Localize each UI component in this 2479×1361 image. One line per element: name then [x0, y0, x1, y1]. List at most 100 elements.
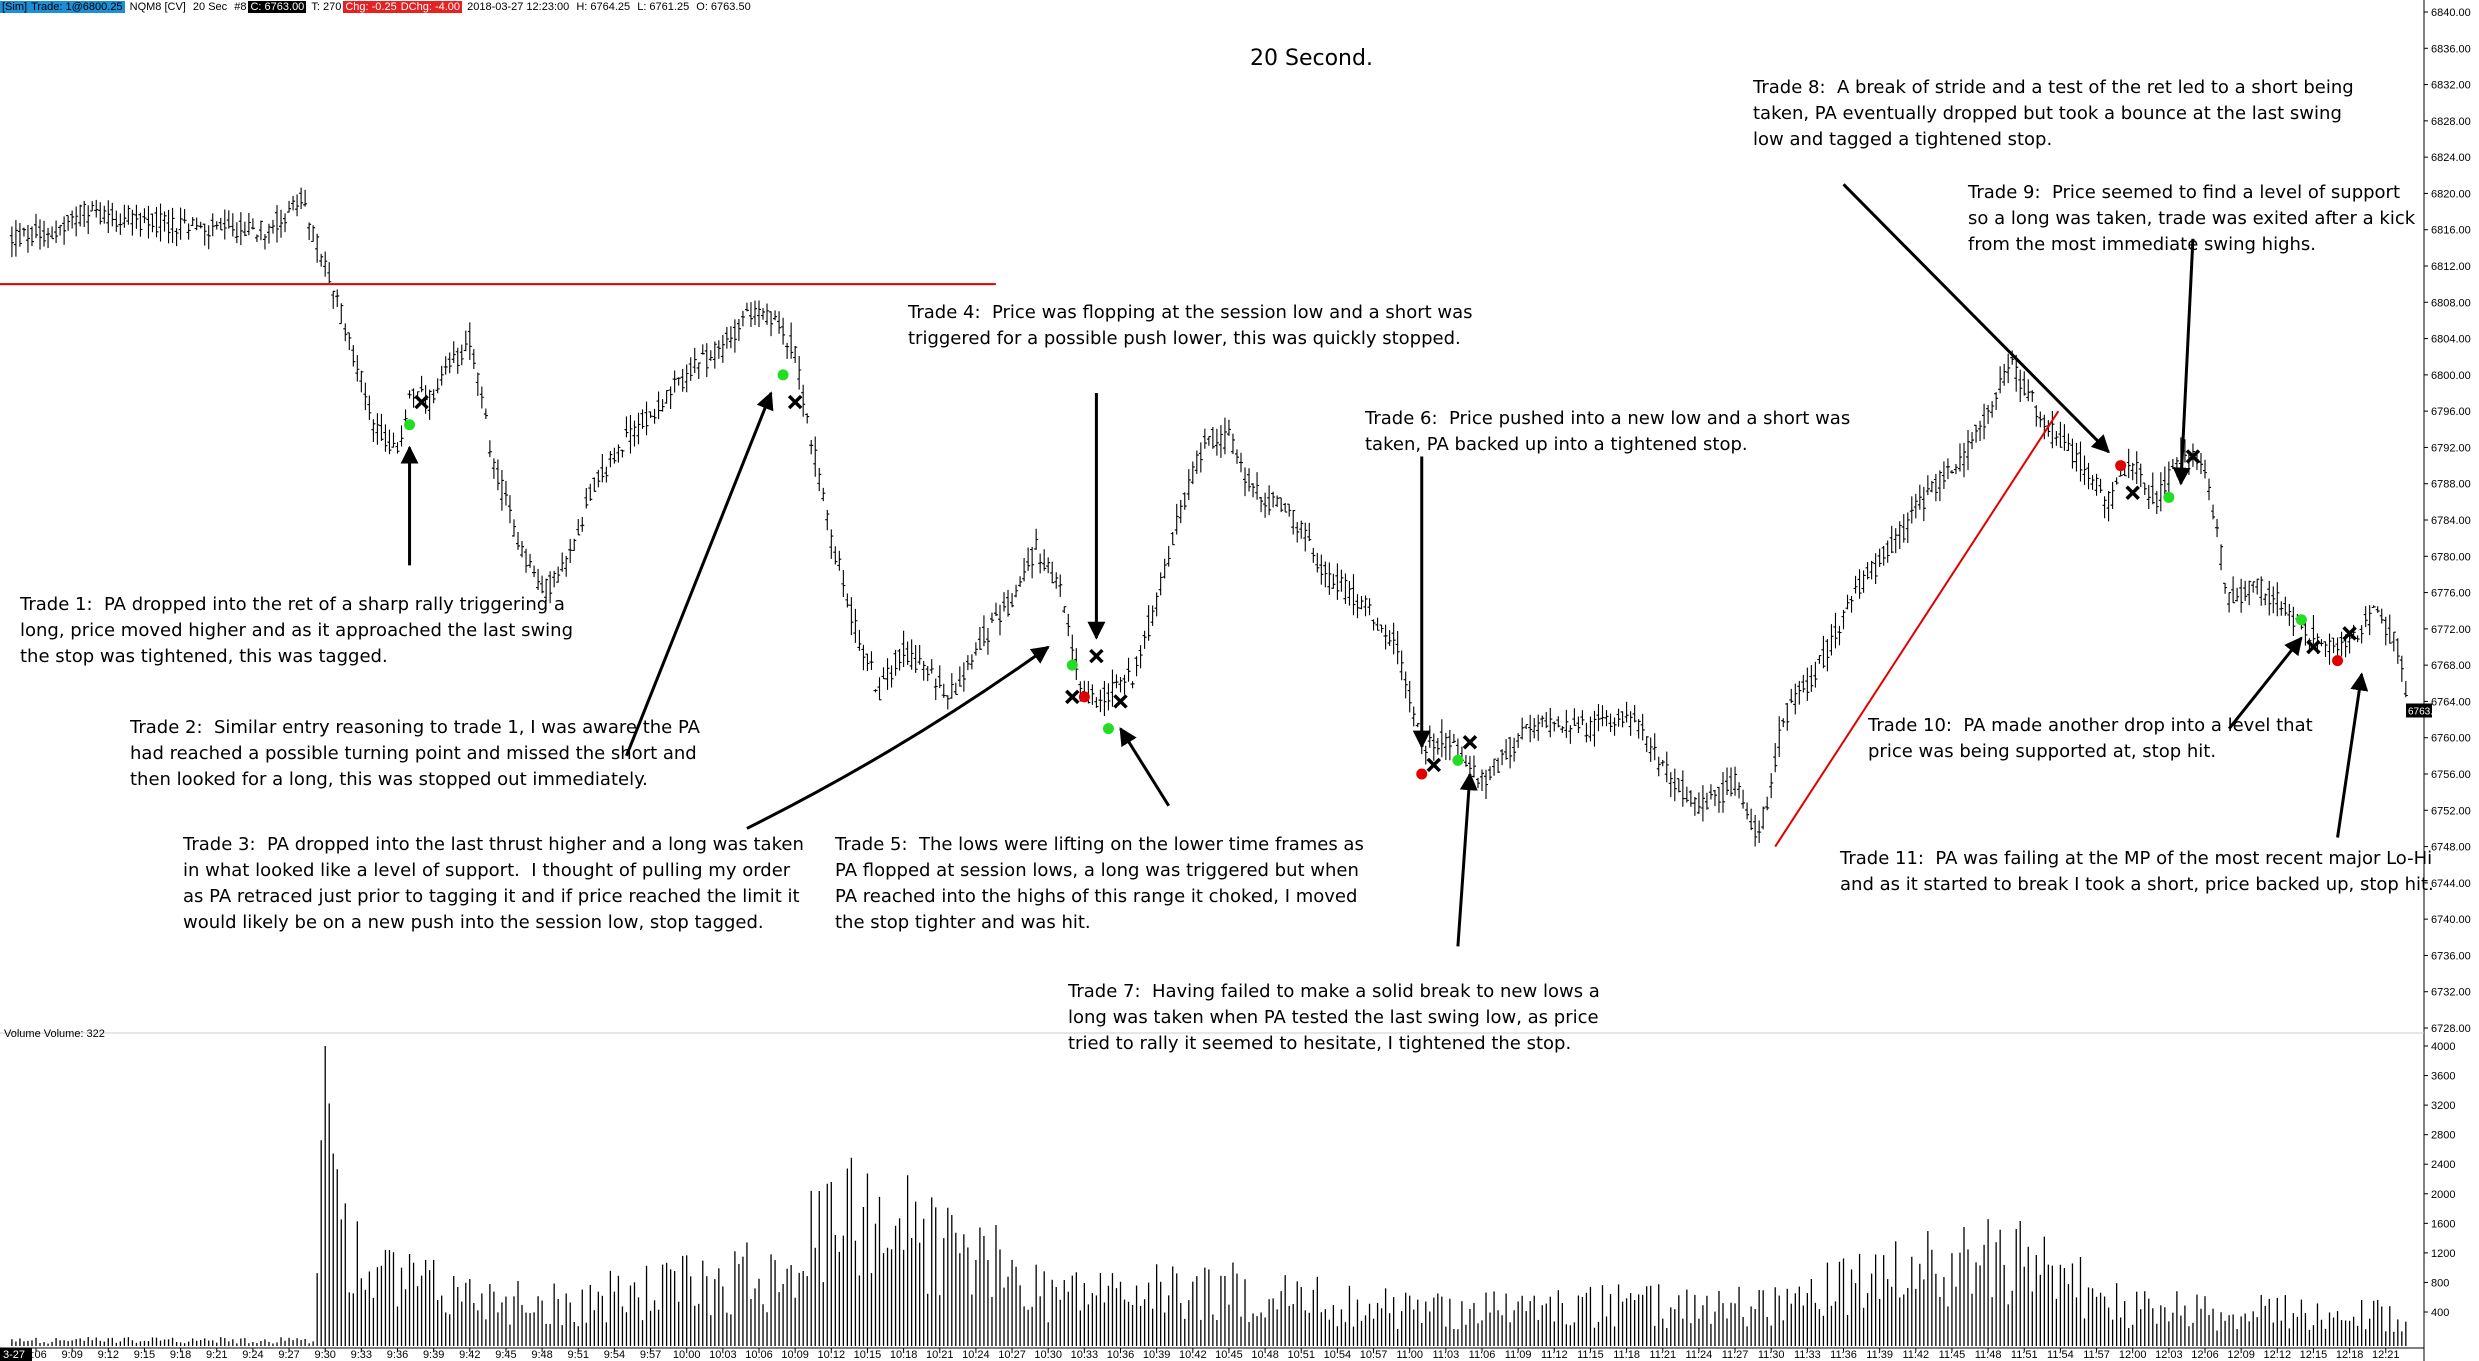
price-bar	[1488, 766, 1493, 781]
price-bar	[797, 356, 802, 390]
price-bar	[1010, 592, 1015, 608]
price-bar	[1295, 522, 1300, 543]
price-bar	[1496, 757, 1501, 774]
price-bar	[1745, 802, 1750, 820]
price-bar	[949, 673, 954, 699]
price-bar	[74, 206, 79, 237]
price-bar	[2355, 635, 2360, 643]
price-bar	[54, 220, 59, 244]
price-bar	[1058, 574, 1063, 597]
price-bar	[1110, 669, 1115, 707]
price-bar	[2203, 459, 2207, 479]
price-bar	[572, 538, 577, 552]
price-bar	[1604, 710, 1609, 727]
price-bar	[2074, 442, 2079, 472]
price-bar	[2102, 496, 2107, 519]
short-entry-marker	[2115, 460, 2127, 472]
price-bar	[945, 695, 950, 710]
price-bar	[174, 228, 179, 247]
time-tick-label: 9:54	[604, 1349, 625, 1361]
price-bar	[2251, 581, 2256, 593]
price-bar	[2038, 411, 2043, 428]
time-tick-label: 9:12	[98, 1349, 119, 1361]
price-bar	[813, 436, 818, 477]
price-bar	[2263, 593, 2268, 606]
annotation-trade-10: Trade 10: PA made another drop into a le…	[1868, 715, 2313, 762]
price-bar	[652, 408, 657, 424]
price-bar	[1704, 792, 1709, 810]
price-bar	[1933, 473, 1938, 502]
price-bar	[1062, 606, 1067, 613]
time-tick-label: 12:00	[2119, 1349, 2147, 1361]
open-label: O: 6763.50	[696, 1, 751, 13]
time-tick-label: 9:30	[314, 1349, 335, 1361]
price-bar	[1407, 680, 1412, 713]
price-bar	[732, 319, 737, 353]
price-bar	[1564, 709, 1569, 738]
price-bar	[2058, 421, 2063, 448]
price-bar	[1492, 758, 1497, 776]
price-tick-label: 6792.00	[2431, 442, 2471, 454]
price-bar	[1572, 708, 1577, 726]
price-bar	[2146, 484, 2151, 509]
price-bar	[1925, 475, 1930, 496]
price-bar	[1166, 545, 1171, 567]
time-tick-label: 9:36	[387, 1349, 408, 1361]
price-bar	[2403, 680, 2408, 698]
time-tick-label: 9:45	[495, 1349, 516, 1361]
price-bar	[2106, 490, 2111, 522]
price-tick-label: 6740.00	[2431, 914, 2471, 926]
price-bar	[1158, 572, 1163, 596]
price-bar	[773, 310, 778, 321]
price-bar	[672, 370, 677, 393]
price-bar	[158, 203, 163, 242]
price-bar	[2287, 603, 2292, 626]
price-bar	[1829, 624, 1834, 656]
chg-label: Chg: -0.25	[343, 1, 399, 13]
price-bar	[2243, 580, 2248, 602]
price-bar	[1038, 553, 1043, 574]
time-tick-label: 11:57	[2083, 1349, 2110, 1361]
price-bar	[985, 628, 990, 655]
price-bar	[740, 310, 745, 327]
price-bar	[2174, 457, 2179, 477]
annotation-trade-1: Trade 1: PA dropped into the ret of a sh…	[20, 594, 574, 667]
time-tick-label: 12:12	[2264, 1349, 2292, 1361]
period-label: 20 Sec	[192, 1, 228, 13]
time-tick-label: 10:33	[1071, 1349, 1099, 1361]
time-tick-label: 9:33	[351, 1349, 372, 1361]
price-bar	[520, 541, 525, 558]
datetime-label: 2018-03-27 12:23:00	[467, 1, 570, 13]
price-bar	[2231, 576, 2236, 604]
price-bar	[2050, 411, 2055, 449]
price-bar	[1632, 704, 1637, 723]
price-bar	[279, 209, 284, 238]
price-bar	[536, 568, 541, 590]
price-bar	[347, 332, 352, 351]
price-bar	[1323, 561, 1328, 588]
time-tick-label: 11:21	[1649, 1349, 1676, 1361]
price-bar	[2018, 369, 2023, 403]
price-bar	[1676, 778, 1681, 793]
price-bar	[568, 539, 573, 564]
price-bar	[1841, 609, 1846, 630]
price-bar	[1182, 492, 1187, 510]
price-bar	[1600, 705, 1605, 727]
price-bar	[2042, 414, 2047, 440]
price-bar	[1170, 532, 1175, 546]
price-bar	[1620, 711, 1625, 728]
price-bar	[604, 466, 609, 483]
price-bar	[2170, 459, 2175, 470]
price-bar	[1821, 635, 1826, 669]
price-bar	[1391, 622, 1396, 655]
price-bar	[1548, 707, 1553, 738]
price-bar	[1612, 717, 1617, 736]
price-bar	[1660, 759, 1665, 767]
volume-tick-label: 3200	[2431, 1100, 2455, 1112]
price-bar	[339, 303, 344, 325]
time-tick-label: 11:18	[1613, 1349, 1640, 1361]
price-bar	[1584, 722, 1589, 743]
price-bar	[2371, 605, 2376, 608]
price-bar	[190, 217, 195, 227]
